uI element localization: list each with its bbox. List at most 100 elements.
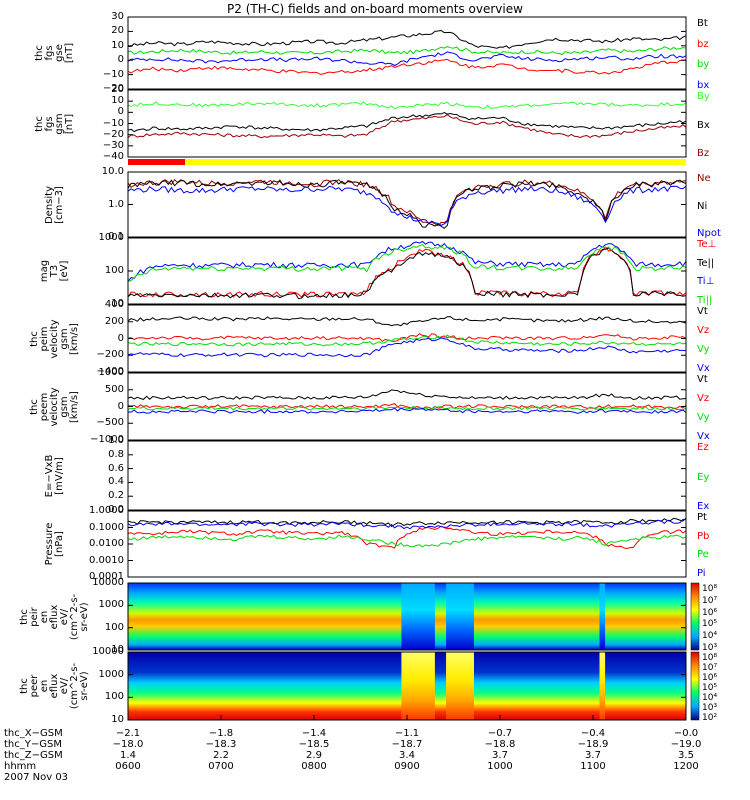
y-tick-label: 100 <box>104 621 124 633</box>
panel-peer_eflux <box>127 651 700 721</box>
y-tick-label: −1000 <box>90 434 124 445</box>
legend-density-1: Ni <box>697 200 708 212</box>
frame-efield <box>127 440 687 511</box>
date-label: 2007 Nov 03 <box>4 772 69 783</box>
x-row-value: 1.4 <box>120 750 136 761</box>
series-peem_velocity-3 <box>127 407 687 414</box>
series-peim_velocity-2 <box>127 334 687 347</box>
series-pressure-1 <box>127 525 687 550</box>
legend-peim_velocity-1: Vz <box>697 325 710 336</box>
legend-peim_velocity-3: Vx <box>697 363 710 374</box>
y-tick-label: 1000 <box>98 232 124 243</box>
legend-temperature-3: Ti|| <box>697 295 713 306</box>
y-tick-label: 0.8 <box>108 448 124 460</box>
legend-pressure-0: Pt <box>697 512 707 523</box>
y-tick-label: −400 <box>96 366 124 377</box>
x-row-value: 3.5 <box>678 750 694 761</box>
series-peem_velocity-0 <box>127 389 687 401</box>
colorbar-tick: 10⁶ <box>702 607 718 618</box>
series-temperature-0 <box>127 246 687 298</box>
y-tick-label: 0 <box>117 106 124 118</box>
y-tick-label: 500 <box>104 383 124 395</box>
y-tick-label: 0.4 <box>108 476 124 488</box>
y-tick-label: 0 <box>117 400 124 412</box>
legend-efield-1: Ey <box>697 471 710 483</box>
panel-fgs_gsm <box>127 89 687 158</box>
x-row-value: −18.9 <box>577 739 609 750</box>
colorbar-tick: 10² <box>702 713 718 723</box>
series-fgs_gsm-2 <box>127 113 687 139</box>
colorbar-tick: 10⁸ <box>702 653 718 663</box>
x-row-value: −1.4 <box>301 728 327 739</box>
legend-pressure-2: Pe <box>697 549 709 561</box>
legend-density-0: Ne <box>697 173 711 184</box>
x-row-value: −0.7 <box>487 728 513 739</box>
spectrogram-hot-0 <box>401 583 435 650</box>
y-tick-label: 10 <box>111 644 124 655</box>
y-tick-label: −200 <box>96 349 124 361</box>
x-row-value: 1100 <box>580 761 606 772</box>
x-row-value: 0900 <box>394 761 420 772</box>
y-tick-label: 0 <box>117 54 124 66</box>
colorbar-tick: 10⁴ <box>702 631 718 642</box>
x-row-value: −18.0 <box>112 739 144 750</box>
series-pressure-0 <box>127 517 687 528</box>
y-tick-label: 0 <box>117 332 124 344</box>
series-peim_velocity-0 <box>127 316 687 327</box>
x-row-value: 0600 <box>115 761 141 772</box>
y-tick-label: 10 <box>111 95 124 107</box>
series-fgs_gse-0 <box>127 29 687 49</box>
frame-peir_eflux <box>127 582 687 651</box>
frame-fgs_gsm <box>127 89 687 158</box>
series-fgs_gse-3 <box>127 51 687 67</box>
legend-temperature-1: Te|| <box>697 257 715 269</box>
series-peem_velocity-2 <box>127 405 687 411</box>
x-row-value: 3.4 <box>399 750 415 761</box>
x-row-value: −18.5 <box>298 739 330 750</box>
y-axis-label: [nT] <box>64 42 75 64</box>
y-tick-label: 20 <box>111 84 124 95</box>
legend-pressure-3: Pi <box>697 568 706 579</box>
y-tick-label: 1000 <box>98 668 124 680</box>
colorbar-tick: 10⁴ <box>702 693 718 703</box>
spectrogram-hot-1 <box>446 652 474 720</box>
y-tick-label: 1.0 <box>108 435 124 446</box>
y-tick-label: −10 <box>102 117 124 129</box>
panel-pressure <box>127 510 687 578</box>
panel-peim_velocity <box>127 304 687 373</box>
x-row-value: 1000 <box>487 761 513 772</box>
y-tick-label: 0.1 <box>108 231 124 242</box>
y-tick-label: 400 <box>104 299 124 310</box>
series-fgs_gsm-1 <box>127 112 687 133</box>
x-row-value: −1.1 <box>394 728 420 739</box>
y-tick-label: 100 <box>104 691 124 703</box>
series-temperature-3 <box>127 244 687 282</box>
legend-fgs_gsm-0: By <box>697 91 710 102</box>
series-fgs_gse-2 <box>127 46 687 56</box>
y-axis-label: sr-eV) <box>79 671 90 701</box>
panel-temperature <box>127 237 687 305</box>
series-pressure-3 <box>127 518 687 530</box>
legend-peem_velocity-3: Vx <box>697 431 710 442</box>
colorbar-tick: 10⁵ <box>702 619 718 630</box>
y-tick-label: −30 <box>102 139 124 151</box>
series-temperature-2 <box>127 240 687 282</box>
x-row-value: −0.0 <box>673 728 699 739</box>
colorbar-tick: 10³ <box>702 643 718 653</box>
series-fgs_gsm-0 <box>127 101 687 110</box>
spectrogram-hot-1 <box>446 583 474 650</box>
y-axis-label: [nPa] <box>54 531 65 557</box>
y-tick-label: 200 <box>104 315 124 327</box>
legend-fgs_gse-3: bx <box>697 80 710 91</box>
x-row-label: thc_Y−GSM <box>4 739 62 750</box>
panel-fgs_gse <box>127 16 687 90</box>
y-tick-label: 10 <box>111 39 124 51</box>
y-axis-label: [km/s] <box>69 390 80 423</box>
y-tick-label: −20 <box>102 83 124 94</box>
x-row-value: −19.0 <box>670 739 702 750</box>
y-tick-label: 0.0 <box>108 504 124 515</box>
y-tick-label: −40 <box>102 151 124 162</box>
colorbar-tick: 10⁷ <box>702 663 718 673</box>
y-tick-label: 10.0 <box>101 166 124 177</box>
